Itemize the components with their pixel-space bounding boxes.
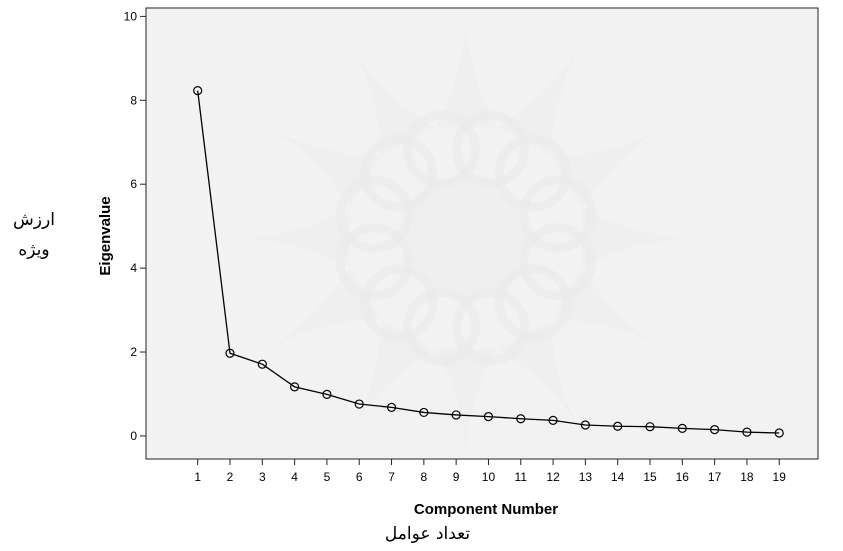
eigenvalue-point (774, 428, 784, 438)
eigenvalue-point (677, 423, 687, 433)
x-tick-label: 15 (643, 470, 657, 484)
eigenvalue-line (197, 90, 780, 434)
y-tick-label: 10 (124, 9, 138, 23)
x-tick-label: 13 (579, 470, 593, 484)
eigenvalue-point (483, 412, 494, 422)
x-tick-label: 10 (482, 470, 496, 484)
y-axis-title-persian-line2: ویژه (18, 240, 50, 260)
y-tick-label: 4 (130, 261, 137, 275)
eigenvalue-point (257, 359, 267, 369)
x-tick-label: 1 (194, 470, 201, 484)
eigenvalue-point (516, 414, 526, 424)
x-tick-label: 7 (388, 470, 395, 484)
y-tick-label: 2 (130, 345, 137, 359)
eigenvalue-point (548, 415, 558, 426)
y-axis-title-persian-line1: ارزش (13, 210, 55, 230)
eigenvalue-point (645, 422, 655, 432)
eigenvalue-point (193, 86, 203, 96)
x-tick-label: 16 (676, 470, 690, 484)
series-layer (193, 86, 784, 438)
y-axis-ticks: 0 2 4 6 8 10 (124, 9, 146, 443)
eigenvalue-point (322, 389, 332, 399)
y-tick-label: 6 (130, 177, 137, 191)
eigenvalue-point (386, 402, 397, 412)
x-axis-title: Component Number (414, 501, 558, 518)
y-tick-label: 8 (130, 93, 137, 107)
eigenvalue-point (354, 399, 364, 409)
eigenvalue-point (580, 420, 590, 430)
eigenvalue-point (419, 407, 429, 418)
x-tick-label: 8 (421, 470, 428, 484)
x-tick-label: 19 (773, 470, 787, 484)
plot-area (145, 7, 819, 460)
eigenvalue-point (451, 410, 461, 420)
eigenvalue-point (225, 348, 235, 358)
eigenvalue-point (742, 427, 752, 437)
eigenvalue-point (290, 382, 300, 392)
x-axis-ticks: 1 2 3 4 5 6 7 8 9 10 11 12 13 14 15 16 17 18 19 (194, 459, 786, 484)
eigenvalue-point (710, 425, 720, 435)
y-axis-title-persian: ارزش ویژه (8, 205, 60, 265)
x-tick-label: 5 (324, 470, 331, 484)
x-tick-label: 4 (291, 470, 298, 484)
x-axis-title-persian: تعداد عوامل (384, 524, 471, 544)
x-tick-label: 6 (356, 470, 363, 484)
x-tick-label: 14 (611, 470, 625, 484)
x-tick-label: 17 (708, 470, 722, 484)
x-tick-label: 18 (740, 470, 754, 484)
y-axis-title: Eigenvalue (97, 196, 114, 275)
x-tick-label: 11 (515, 470, 528, 484)
x-tick-label: 2 (227, 470, 234, 484)
eigenvalue-point (613, 421, 623, 431)
x-tick-label: 12 (546, 470, 560, 484)
y-tick-label: 0 (130, 429, 137, 443)
x-tick-label: 3 (259, 470, 266, 484)
x-tick-label: 9 (453, 470, 460, 484)
